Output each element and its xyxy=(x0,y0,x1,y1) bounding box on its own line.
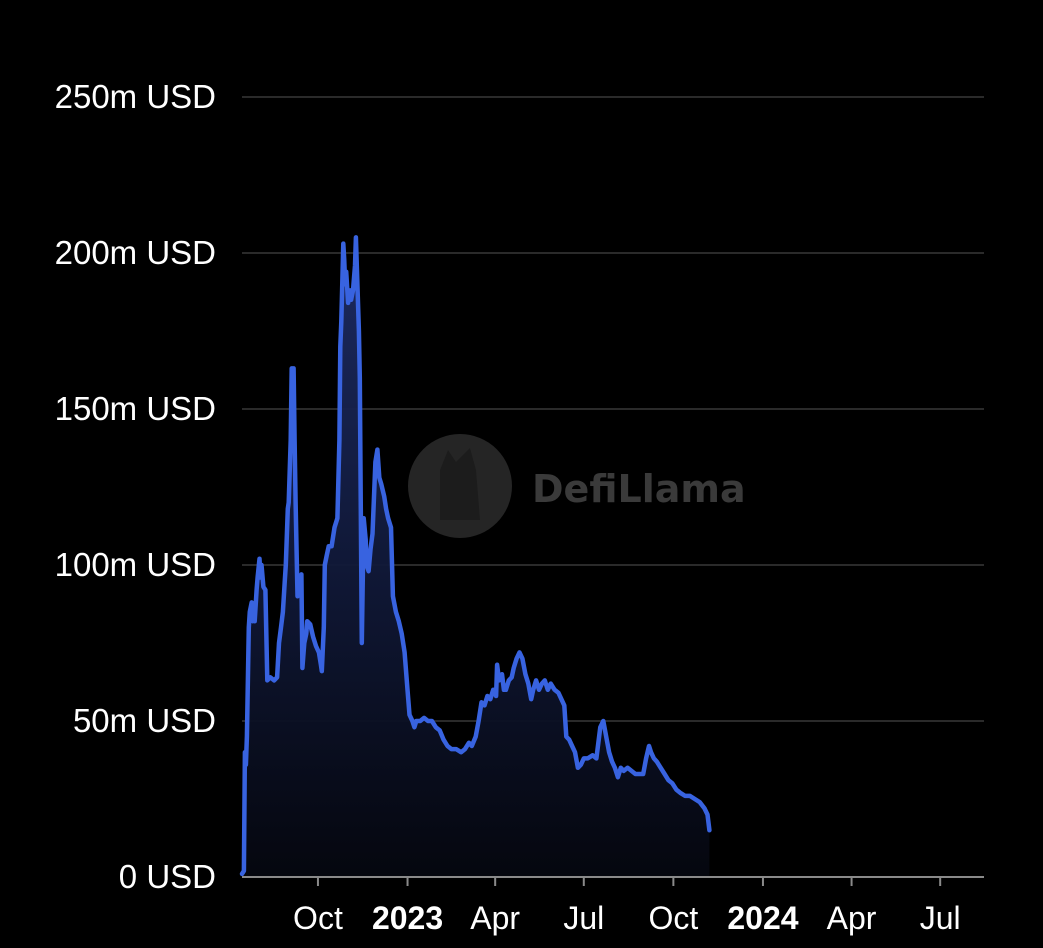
x-tick-label: Jul xyxy=(563,900,604,936)
y-tick-label: 150m USD xyxy=(55,390,216,427)
watermark: DefiLlama xyxy=(408,434,746,538)
x-axis: Oct 2023 Apr Jul Oct 2024 Apr Jul xyxy=(293,877,961,936)
y-tick-label: 250m USD xyxy=(55,78,216,115)
watermark-text: DefiLlama xyxy=(532,467,746,511)
x-tick-label: Oct xyxy=(293,900,343,936)
x-tick-label: Apr xyxy=(470,900,520,936)
x-tick-label: 2024 xyxy=(727,900,798,936)
llama-silhouette-icon xyxy=(440,448,480,520)
y-tick-label: 200m USD xyxy=(55,234,216,271)
x-tick-label: Oct xyxy=(648,900,698,936)
y-tick-label: 100m USD xyxy=(55,546,216,583)
x-tick-label: Jul xyxy=(920,900,961,936)
x-tick-label: 2023 xyxy=(372,900,443,936)
tvl-series-line xyxy=(239,235,712,877)
tvl-area-fill xyxy=(242,237,710,877)
y-axis: 0 USD 50m USD 100m USD 150m USD 200m USD 250m… xyxy=(55,78,216,895)
y-tick-label: 50m USD xyxy=(73,702,216,739)
x-tick-label: Apr xyxy=(827,900,877,936)
y-tick-label: 0 USD xyxy=(119,858,216,895)
